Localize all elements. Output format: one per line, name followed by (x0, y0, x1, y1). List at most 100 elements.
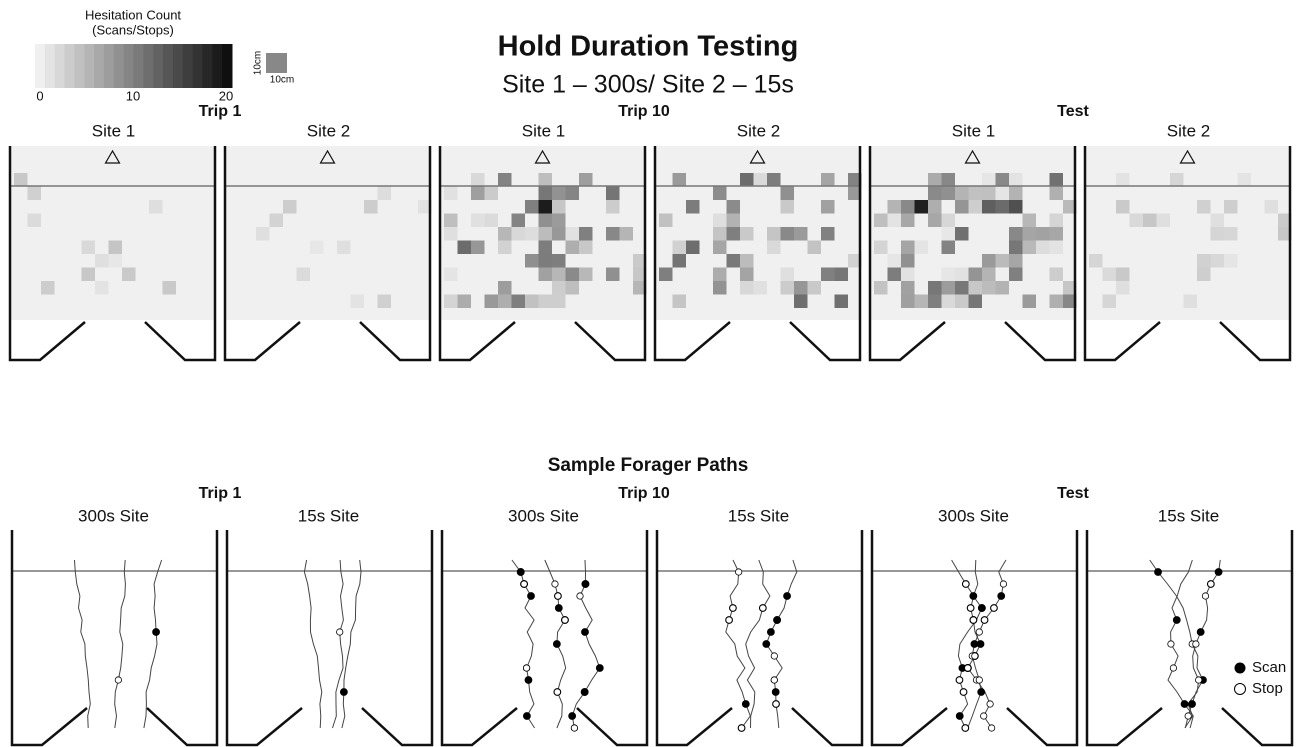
heatmap-cell (108, 240, 122, 254)
heatmap-cell (928, 173, 942, 187)
heatmap-cell (821, 267, 835, 281)
heatmap-panel (868, 146, 1077, 362)
heatmap-cell (1009, 240, 1023, 254)
heatmap-cell (1224, 227, 1238, 241)
legend-label: Scan (1252, 659, 1286, 676)
heatmap-cell (565, 240, 579, 254)
heatmap-cell (955, 200, 969, 214)
heatmap-cell (579, 173, 593, 187)
legend-stop-marker (1234, 683, 1246, 695)
forager-path (745, 559, 771, 729)
heatmap-cell (471, 186, 485, 200)
heatmap-cell (941, 173, 955, 187)
heatmap-cell (955, 186, 969, 200)
heatmap-cell (149, 200, 163, 214)
heatmap-cell (471, 213, 485, 227)
heatmap-cell (538, 227, 552, 241)
stop-marker (988, 724, 996, 732)
heatmap-cell (1210, 254, 1224, 268)
forager-path (114, 559, 126, 729)
heatmap-cell (672, 173, 686, 187)
panel-label: Site 1 (952, 121, 995, 140)
heatmap-cell (1264, 200, 1278, 214)
group-label: Test (1057, 103, 1089, 120)
heatmap-cell (767, 227, 781, 241)
heatmap-cell (95, 281, 109, 295)
heatmap-cell (995, 281, 1009, 295)
heatmap-cell (659, 213, 673, 227)
heatmap-cell (968, 200, 982, 214)
stop-marker (522, 664, 531, 672)
heatmap-cell (887, 254, 901, 268)
stop-marker (1207, 580, 1215, 588)
start-marker (534, 149, 551, 164)
scan-marker (554, 604, 563, 612)
stop-marker (955, 676, 964, 684)
heatmap-cell (928, 213, 942, 227)
heatmap-cell (633, 281, 647, 295)
scan-marker (1196, 628, 1205, 636)
scan-marker (1172, 616, 1181, 624)
heatmap-cell (713, 281, 727, 295)
heatmap-cell (1036, 240, 1050, 254)
stop-marker (554, 592, 562, 600)
heatmap-cell (444, 294, 458, 308)
heatmap-cell (928, 281, 942, 295)
heatmap-cell (498, 240, 512, 254)
heatmap-cell (14, 173, 28, 187)
heatmap-cell (874, 281, 888, 295)
arena-wall (868, 146, 1077, 362)
heatmap-cell (310, 240, 324, 254)
scan-marker (970, 640, 979, 648)
heatmap-cell (1197, 254, 1211, 268)
scan-marker (1214, 568, 1223, 576)
panel-label: 300s Site (78, 506, 149, 525)
scan-marker (783, 592, 791, 600)
forager-path (765, 559, 798, 729)
heatmap-cell (941, 240, 955, 254)
heatmap-cell (1143, 213, 1157, 227)
heatmap-cell (633, 254, 647, 268)
heatmap-cell (511, 227, 525, 241)
scan-marker (1180, 700, 1189, 708)
heatmap-cell (874, 213, 888, 227)
heatmap-cell (606, 186, 620, 200)
heatmap-cell (511, 294, 525, 308)
scan-marker (516, 568, 525, 576)
heatmap-cell (552, 294, 566, 308)
colorbar-step (113, 44, 125, 88)
heatmap-cell (457, 294, 471, 308)
heatmap-cell (538, 254, 552, 268)
arena-wall (440, 530, 649, 747)
arena-wall (655, 530, 864, 747)
heatmap-cell (538, 213, 552, 227)
path-panel (440, 530, 649, 747)
heatmap-cell (726, 227, 740, 241)
heatmap-cell (579, 267, 593, 281)
arena-wall (870, 530, 1079, 747)
heatmap-cell (1156, 213, 1170, 227)
group-label: Test (1057, 485, 1089, 502)
heatmap-cell (726, 200, 740, 214)
stop-marker (520, 580, 528, 588)
heatmap-cell (498, 294, 512, 308)
heatmap-cell (834, 267, 848, 281)
heatmap-cell (1224, 200, 1238, 214)
colorbar-step (172, 44, 184, 88)
heatmap-cell (982, 186, 996, 200)
scan-marker (527, 592, 535, 600)
path-panel (10, 530, 219, 747)
heatmap-cell (672, 254, 686, 268)
panel-label: Site 2 (307, 121, 350, 140)
stop-marker (1167, 640, 1175, 648)
heatmap-cell (713, 240, 727, 254)
heatmap-cell (269, 213, 283, 227)
colorbar-step (212, 44, 223, 88)
scan-marker (523, 712, 531, 720)
scan-marker (1188, 700, 1196, 708)
scan-marker (955, 712, 964, 720)
scan-marker (568, 712, 577, 720)
stop-marker (971, 652, 979, 660)
stop-marker (336, 628, 344, 636)
